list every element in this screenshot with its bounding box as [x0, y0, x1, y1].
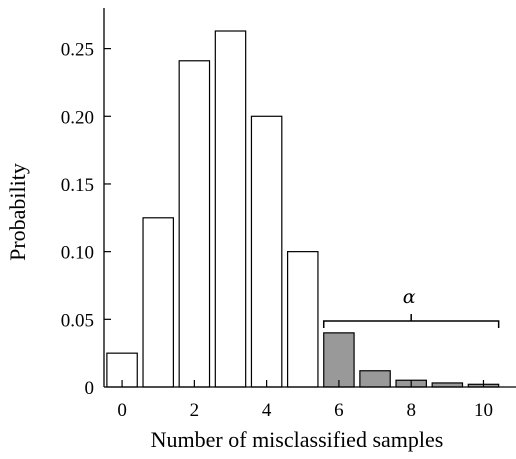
- alpha-label: α: [403, 286, 416, 308]
- x-tick-label-6: 6: [334, 400, 344, 421]
- bar-5: [286, 251, 319, 388]
- bar-4: [250, 115, 283, 388]
- alpha-brace: [322, 314, 500, 328]
- bar-6: [323, 332, 355, 388]
- bar-7: [359, 370, 391, 388]
- bar-1: [142, 217, 174, 388]
- y-tick-label-0.10: 0.10: [61, 243, 94, 264]
- x-tick-label-8: 8: [406, 400, 416, 421]
- y-axis-title: Probability: [5, 163, 30, 261]
- x-axis-title: Number of misclassified samples: [151, 427, 444, 452]
- ticks-group: 0 0.05 0.10 0.15 0.20 0.25 0 2 4 6 8 10: [61, 40, 493, 421]
- x-tick-label-10: 10: [474, 400, 493, 421]
- x-tick-label-0: 0: [117, 400, 127, 421]
- x-tick-label-4: 4: [262, 400, 272, 421]
- y-tick-label-0.05: 0.05: [61, 310, 94, 331]
- bar-3: [214, 30, 247, 388]
- bars-group: [106, 30, 500, 388]
- y-tick-label-0.15: 0.15: [61, 175, 94, 196]
- axes-group: [103, 8, 516, 388]
- alpha-brace-path: [322, 314, 500, 328]
- y-tick-label-0: 0: [85, 378, 95, 399]
- y-tick-label-0.25: 0.25: [61, 40, 94, 61]
- y-tick-label-0.20: 0.20: [61, 107, 94, 128]
- bar-2: [178, 60, 211, 388]
- x-tick-label-2: 2: [190, 400, 200, 421]
